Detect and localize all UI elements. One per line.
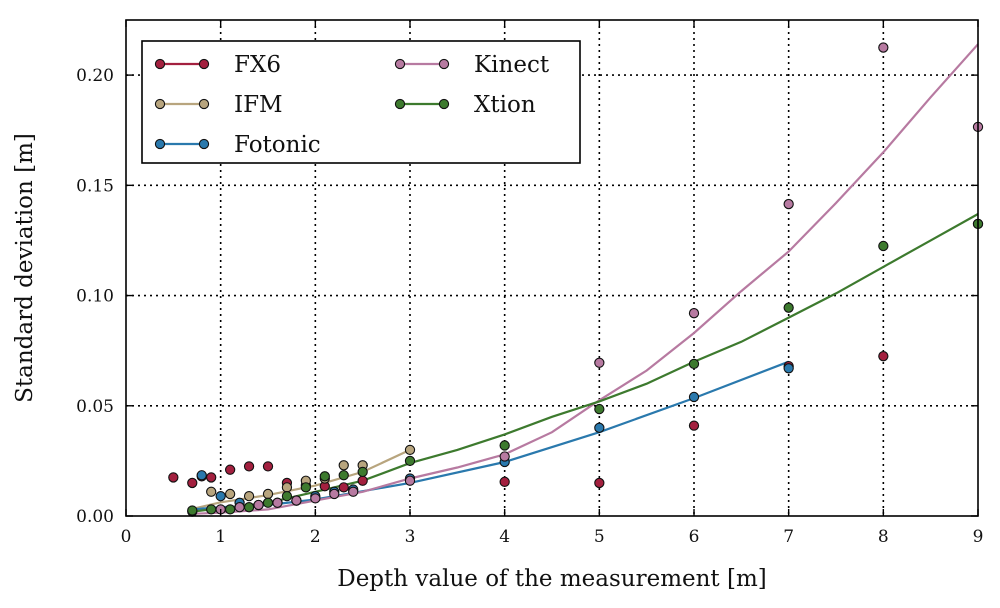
point-kinect: [688, 308, 700, 319]
point-xtion: [338, 470, 349, 481]
point-xtion: [357, 466, 368, 478]
point-xtion: [319, 471, 330, 482]
data-points: [168, 42, 984, 517]
point-xtion: [281, 491, 293, 502]
plot-frame: [125, 19, 979, 517]
legend-marker-fotonic: [198, 138, 210, 150]
legend-label-kinect: Kinect: [474, 52, 550, 78]
point-kinect: [272, 497, 283, 508]
point-ifm: [262, 488, 274, 500]
point-xtion: [783, 302, 794, 313]
point-kinect: [499, 451, 510, 462]
x-tick-label: 2: [310, 527, 321, 547]
point-xtion: [243, 502, 255, 513]
point-xtion: [300, 482, 312, 493]
point-fotonic: [215, 491, 226, 502]
x-tick-label: 3: [405, 527, 416, 547]
y-tick-label: 0.15: [76, 176, 114, 196]
axis-ticks: 0 1 2 3 4 5 6 7 8 9 0.00 0.05 0.10 0.15 0.20: [76, 20, 983, 547]
point-fotonic: [783, 363, 794, 374]
point-ifm: [404, 444, 416, 456]
point-xtion: [187, 505, 198, 516]
legend-box: [141, 40, 581, 164]
point-fx6: [262, 461, 274, 472]
point-fx6: [168, 472, 179, 483]
legend-marker-fx6: [198, 58, 210, 70]
x-tick-label: 9: [973, 527, 984, 547]
x-axis-label: Depth value of the measurement [m]: [337, 566, 767, 592]
fit-line-kinect: [192, 43, 979, 515]
point-kinect: [253, 499, 264, 511]
point-kinect: [878, 42, 889, 53]
legend-marker-kinect: [394, 58, 406, 70]
point-fx6: [878, 351, 889, 362]
legend-label-ifm: IFM: [234, 92, 283, 118]
point-xtion: [878, 240, 889, 252]
point-kinect: [783, 198, 794, 210]
legend-label-fotonic: Fotonic: [234, 132, 321, 158]
point-xtion: [404, 455, 416, 467]
point-xtion: [224, 504, 236, 515]
x-tick-label: 1: [215, 527, 226, 547]
point-fotonic: [688, 391, 700, 403]
point-fx6: [338, 482, 349, 493]
point-kinect: [348, 486, 359, 497]
point-kinect: [594, 357, 605, 368]
point-fx6: [206, 472, 217, 483]
fit-line-xtion: [192, 213, 979, 513]
point-xtion: [594, 403, 605, 415]
point-fx6: [688, 420, 700, 431]
x-tick-label: 8: [878, 527, 889, 547]
point-fx6: [187, 477, 198, 489]
point-kinect: [310, 493, 321, 504]
legend-marker-ifm: [154, 98, 166, 110]
legend-marker-xtion: [394, 98, 406, 110]
legend-marker-kinect: [438, 58, 450, 70]
point-ifm: [281, 482, 293, 493]
x-tick-label: 6: [689, 527, 700, 547]
point-fotonic: [196, 470, 207, 481]
point-kinect: [404, 475, 416, 486]
point-kinect: [291, 495, 302, 506]
legend: FX6 IFM Fotonic Kinect Xtion: [141, 40, 581, 164]
point-fx6: [594, 477, 605, 489]
y-tick-label: 0.20: [76, 66, 114, 86]
point-ifm: [224, 488, 236, 500]
point-kinect: [329, 488, 340, 500]
legend-marker-fx6: [154, 58, 166, 70]
y-tick-label: 0.10: [76, 287, 114, 307]
y-axis-label: Standard deviation [m]: [12, 133, 38, 403]
point-fx6: [224, 464, 236, 475]
x-tick-label: 0: [121, 527, 132, 547]
point-fx6: [499, 476, 510, 487]
point-fotonic: [594, 422, 605, 433]
y-tick-label: 0.05: [76, 397, 114, 417]
point-xtion: [688, 358, 700, 370]
point-xtion: [206, 504, 217, 515]
point-fx6: [357, 475, 368, 486]
point-xtion: [262, 497, 274, 508]
legend-marker-xtion: [438, 98, 450, 110]
point-ifm: [338, 460, 349, 471]
y-tick-label: 0.00: [76, 507, 114, 527]
legend-marker-ifm: [198, 98, 210, 110]
point-ifm: [206, 486, 217, 497]
point-fx6: [243, 461, 255, 472]
x-tick-label: 7: [783, 527, 794, 547]
x-tick-label: 5: [594, 527, 605, 547]
point-xtion: [499, 440, 510, 451]
legend-label-fx6: FX6: [234, 52, 281, 78]
legend-marker-fotonic: [154, 138, 166, 150]
fit-line-ifm: [192, 448, 411, 510]
point-ifm: [243, 491, 255, 502]
fit-line-fotonic: [192, 360, 790, 511]
point-kinect: [234, 502, 245, 513]
x-tick-label: 4: [499, 527, 510, 547]
legend-label-xtion: Xtion: [474, 92, 536, 118]
